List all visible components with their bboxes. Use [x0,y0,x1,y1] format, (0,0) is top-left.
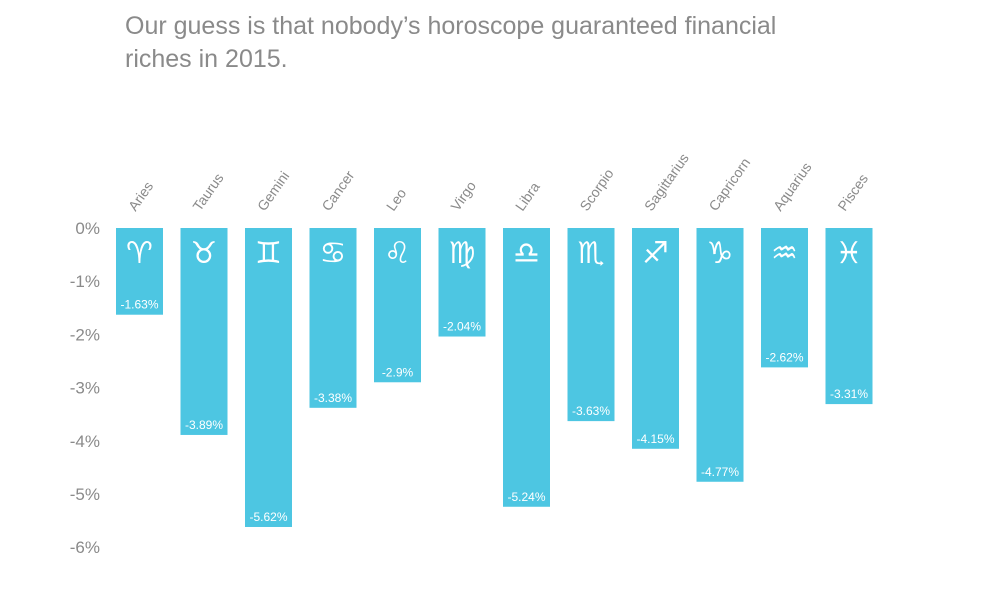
value-label-aries: -1.63% [120,298,158,312]
scorpio-sign-icon: ♏︎ [578,236,605,271]
bar-pisces [825,228,873,405]
value-label-capricorn: -4.77% [701,465,739,479]
bar-cancer [309,228,357,408]
virgo-sign-icon: ♍︎ [449,236,476,271]
y-tick-label: -6% [70,538,100,557]
category-label-gemini: Gemini [254,168,293,214]
sagittarius-sign-icon: ♐︎ [642,236,669,271]
value-label-virgo: -2.04% [443,320,481,334]
category-label-capricorn: Capricorn [705,155,753,214]
category-label-scorpio: Scorpio [576,165,616,213]
bar-aquarius [761,228,808,368]
bar-sagittarius [632,228,679,449]
value-label-libra: -5.24% [507,490,545,504]
y-tick-label: -1% [70,272,100,291]
libra-sign-icon: ♎︎ [513,236,540,271]
aquarius-sign-icon: ♒︎ [771,236,798,271]
bar-leo [374,228,421,383]
capricorn-sign-icon: ♑︎ [707,236,734,271]
category-label-aries: Aries [125,178,156,213]
category-label-sagittarius: Sagittarius [641,150,692,213]
chart-title: Our guess is that nobody’s horoscope gua… [125,12,777,73]
bar-gemini [245,228,292,527]
taurus-sign-icon: ♉︎ [191,236,218,271]
bar-scorpio [567,228,615,422]
value-label-sagittarius: -4.15% [636,432,674,446]
y-tick-label: -3% [70,379,100,398]
y-axis: 0% -1% -2% -3% -4% -5% -6% [70,219,100,557]
aries-sign-icon: ♈︎ [126,236,153,271]
value-label-pisces: -3.31% [830,387,868,401]
leo-sign-icon: ♌︎ [384,236,411,271]
bar-libra [503,228,550,507]
bars: ♈︎ -1.63% ♉︎ -3.89% ♊︎ -5.62% ♋︎ -3.38% ♌︎ -2.9% ♍… [116,228,873,527]
y-tick-label: 0% [75,219,100,238]
category-label-aquarius: Aquarius [770,159,815,213]
y-tick-label: -2% [70,325,100,344]
bar-virgo [438,228,486,337]
category-label-taurus: Taurus [189,170,226,214]
category-label-leo: Leo [383,185,410,213]
value-label-cancer: -3.38% [314,391,352,405]
category-label-libra: Libra [512,179,543,214]
bar-capricorn [696,228,744,482]
category-label-cancer: Cancer [318,167,357,213]
category-label-virgo: Virgo [447,178,479,214]
y-tick-label: -5% [70,485,100,504]
value-label-taurus: -3.89% [185,418,223,432]
x-axis: Aries Taurus Gemini Cancer Leo Virgo Libra Scor… [125,150,871,213]
pisces-sign-icon: ♓︎ [836,236,863,271]
value-label-gemini: -5.62% [249,510,287,524]
value-label-scorpio: -3.63% [572,404,610,418]
gemini-sign-icon: ♊︎ [255,236,282,271]
y-tick-label: -4% [70,432,100,451]
category-label-pisces: Pisces [834,171,871,214]
value-label-leo: -2.9% [382,365,414,379]
bar-taurus [180,228,228,435]
bar-aries [116,228,163,315]
value-label-aquarius: -2.62% [765,350,803,364]
cancer-sign-icon: ♋︎ [320,236,347,271]
